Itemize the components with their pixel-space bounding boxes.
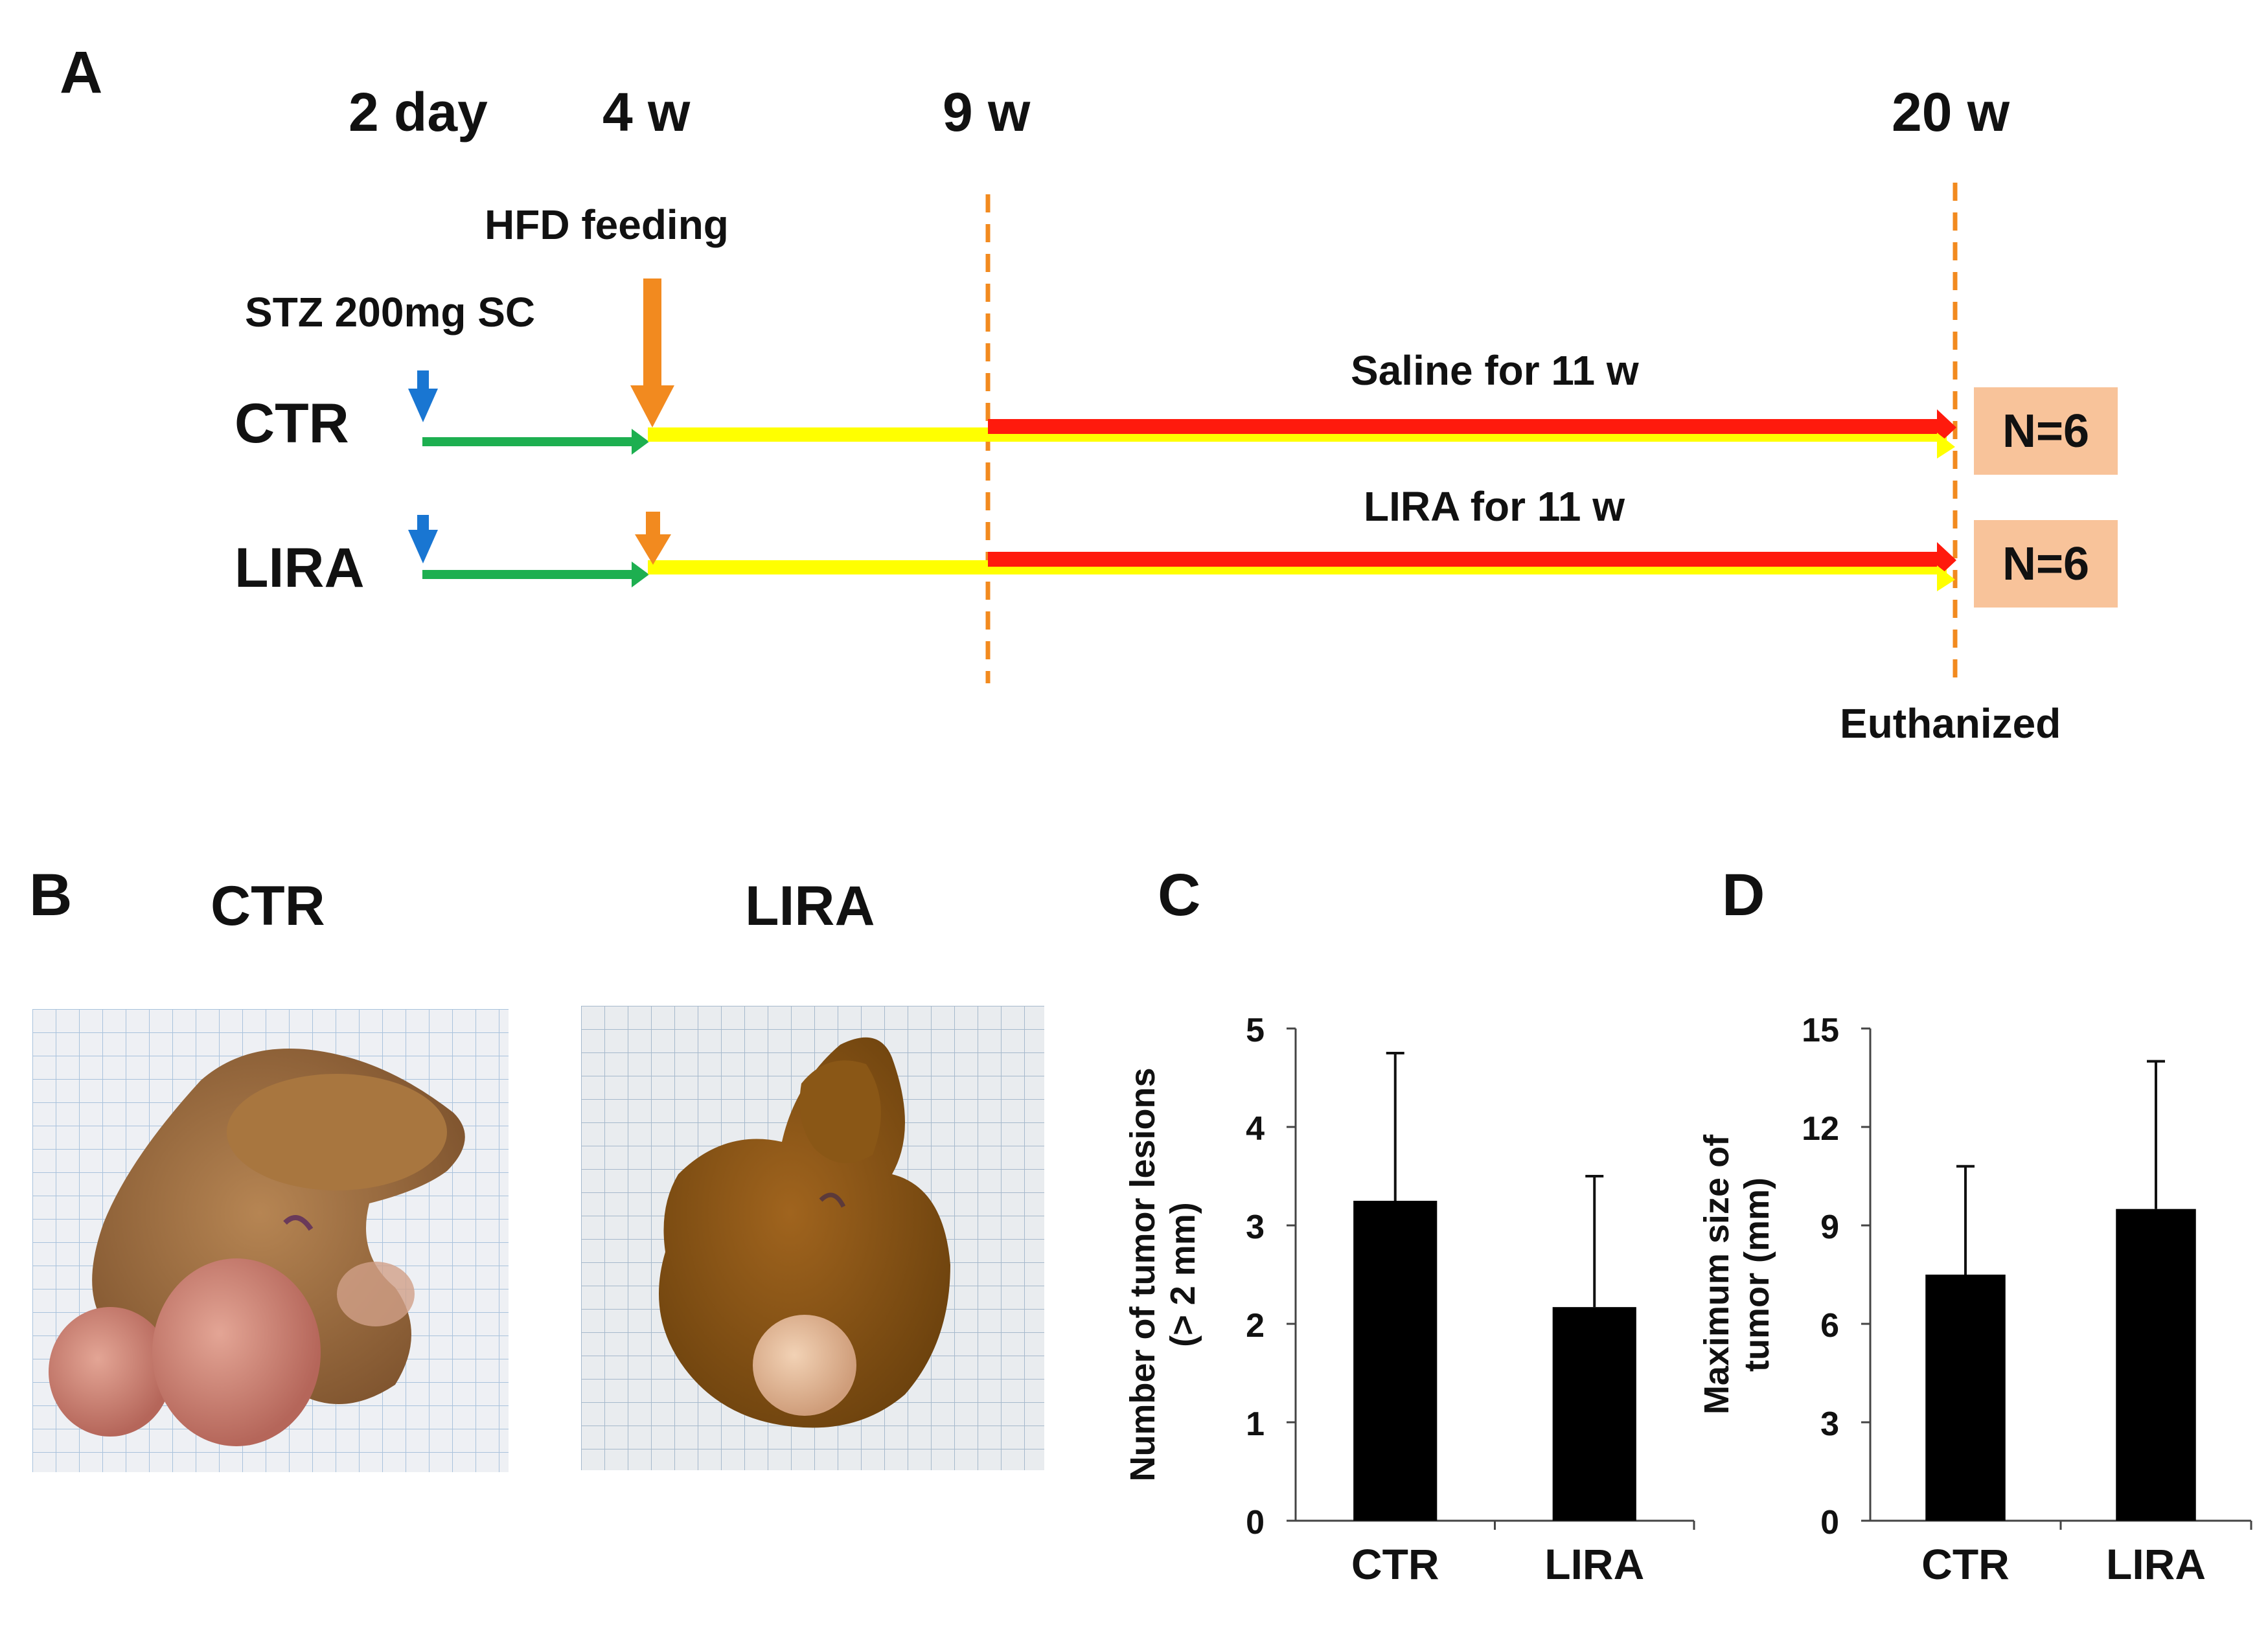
group-label-ctr: CTR xyxy=(235,392,349,455)
time-label-2-day: 2 day xyxy=(349,82,488,142)
panel-label-d: D xyxy=(1722,862,1765,928)
y-tick-label: 3 xyxy=(1820,1405,1839,1443)
x-tick-label: LIRA xyxy=(2106,1540,2206,1588)
orange-arrow-shaft xyxy=(643,278,661,389)
y-tick-label: 2 xyxy=(1246,1307,1265,1345)
blue-arrowhead xyxy=(408,530,438,563)
bar-ctr xyxy=(1925,1275,2006,1521)
y-tick-label: 0 xyxy=(1820,1504,1839,1541)
red-band xyxy=(988,419,1940,434)
panel-label-b: B xyxy=(29,862,73,928)
blue-arrow-shaft xyxy=(417,515,429,534)
time-label-4-w: 4 w xyxy=(602,82,691,142)
chart-d-tumor-size: 0 3 6 9 12 15 CTR LIRA Maximum size of tumor (mm) xyxy=(1697,1012,2252,1588)
n-box-lira: N=6 xyxy=(1974,520,2118,608)
green-arrowhead xyxy=(632,562,649,587)
n-box-ctr: N=6 xyxy=(1974,387,2118,475)
timeline-graphic xyxy=(408,183,1958,683)
lira-treatment-label: LIRA for 11 w xyxy=(1364,483,1625,530)
y-tick-label: 6 xyxy=(1820,1307,1839,1345)
yellow-arrowhead xyxy=(1937,433,1955,459)
y-tick-label: 1 xyxy=(1246,1405,1265,1443)
time-label-20-w: 20 w xyxy=(1892,82,2010,142)
x-tick-label: CTR xyxy=(1921,1540,2010,1588)
y-tick-label: 3 xyxy=(1246,1209,1265,1246)
saline-label: Saline for 11 w xyxy=(1351,347,1639,394)
orange-arrowhead xyxy=(635,534,671,565)
photo-title-ctr: CTR xyxy=(211,875,325,937)
bar-lira xyxy=(1552,1307,1636,1521)
photo-title-lira: LIRA xyxy=(745,875,875,937)
timeline-row-ctr xyxy=(408,278,1956,459)
bar-ctr xyxy=(1353,1201,1438,1521)
green-arrowhead xyxy=(632,429,649,455)
y-tick-label: 15 xyxy=(1802,1012,1839,1049)
y-axis-label: Number of tumor lesions (> 2 mm) xyxy=(1123,1067,1202,1481)
y-tick-label: 0 xyxy=(1246,1504,1265,1541)
liver-image-lira xyxy=(581,1006,1044,1470)
panel-label-a: A xyxy=(60,40,103,106)
orange-arrowhead xyxy=(630,385,674,427)
red-band xyxy=(988,552,1940,567)
y-axis-label-line: Number of tumor lesions xyxy=(1123,1067,1162,1481)
yellow-arrowhead xyxy=(1937,565,1955,591)
chart-c-tumor-lesions: 0 1 2 3 4 5 CTR LIRA Number of tumor lesions (> 2… xyxy=(1123,1012,1695,1588)
blue-arrow-shaft xyxy=(417,370,429,393)
y-axis-label-line: Maximum size of xyxy=(1697,1134,1736,1415)
y-tick-label: 5 xyxy=(1246,1012,1265,1049)
panel-label-c: C xyxy=(1158,862,1201,928)
x-tick-label: CTR xyxy=(1351,1540,1439,1588)
y-axis-label: Maximum size of tumor (mm) xyxy=(1697,1134,1776,1415)
y-tick-label: 9 xyxy=(1820,1209,1839,1246)
y-tick-label: 4 xyxy=(1246,1110,1265,1148)
liver-photo-ctr xyxy=(32,1009,509,1472)
time-label-9-w: 9 w xyxy=(943,82,1031,142)
stz-label: STZ 200mg SC xyxy=(245,289,536,335)
hfd-feeding-label: HFD feeding xyxy=(485,201,729,248)
euthanized-label: Euthanized xyxy=(1840,700,2061,747)
x-tick-label: LIRA xyxy=(1544,1540,1644,1588)
orange-arrow-shaft xyxy=(646,512,660,538)
liver-image-ctr xyxy=(32,1009,509,1472)
bar-lira xyxy=(2116,1209,2196,1521)
y-tick-label: 12 xyxy=(1802,1110,1839,1148)
group-label-lira: LIRA xyxy=(235,537,365,599)
liver-photo-lira xyxy=(581,1006,1044,1470)
y-axis-label-line: (> 2 mm) xyxy=(1163,1202,1202,1347)
blue-arrowhead xyxy=(408,389,438,422)
y-axis-label-line: tumor (mm) xyxy=(1737,1177,1776,1372)
timeline-row-lira xyxy=(408,512,1956,591)
